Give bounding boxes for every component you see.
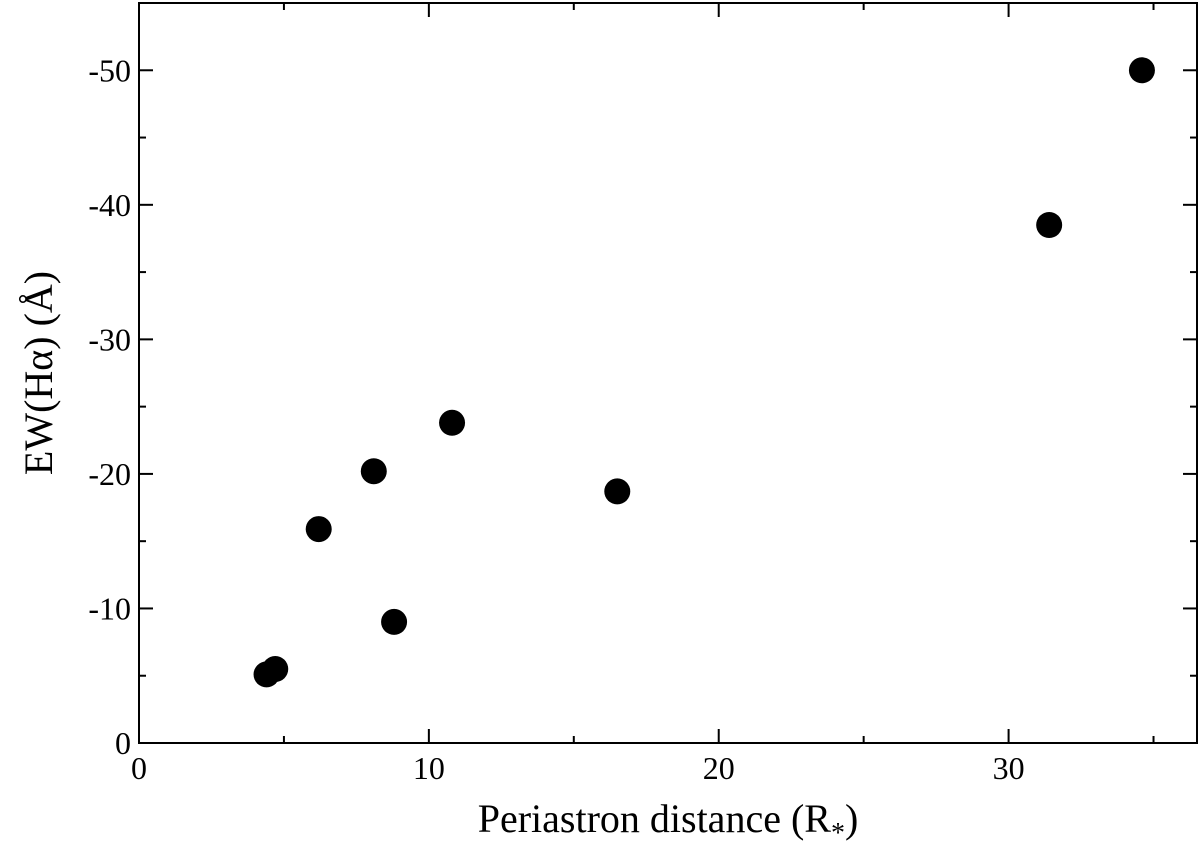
x-axis-label: Periastron distance (R*) [478,796,859,841]
y-tick-label: -50 [88,52,131,88]
y-tick-label: 0 [115,725,131,761]
data-points [253,57,1155,688]
y-tick-label: -10 [88,590,131,626]
y-tick-label: -40 [88,187,131,223]
data-point [604,478,631,505]
x-tick-label: 20 [703,750,735,786]
data-point [381,608,408,635]
y-tick-label: -30 [88,321,131,357]
x-tick-label: 0 [131,750,147,786]
data-point [439,409,466,436]
x-tick-label: 10 [413,750,445,786]
data-point [360,458,387,485]
axis-ticks: 0 10 20 30 0 -10 -20 -30 -40 -50 [88,2,1197,786]
data-point [1128,57,1155,84]
y-tick-label: -20 [88,456,131,492]
y-axis-label: EW(Hα) (Å) [16,271,61,475]
data-point [1036,212,1063,238]
x-tick-label: 30 [993,750,1025,786]
data-point [305,516,332,543]
data-point [262,656,289,682]
plot-frame [138,2,1198,744]
